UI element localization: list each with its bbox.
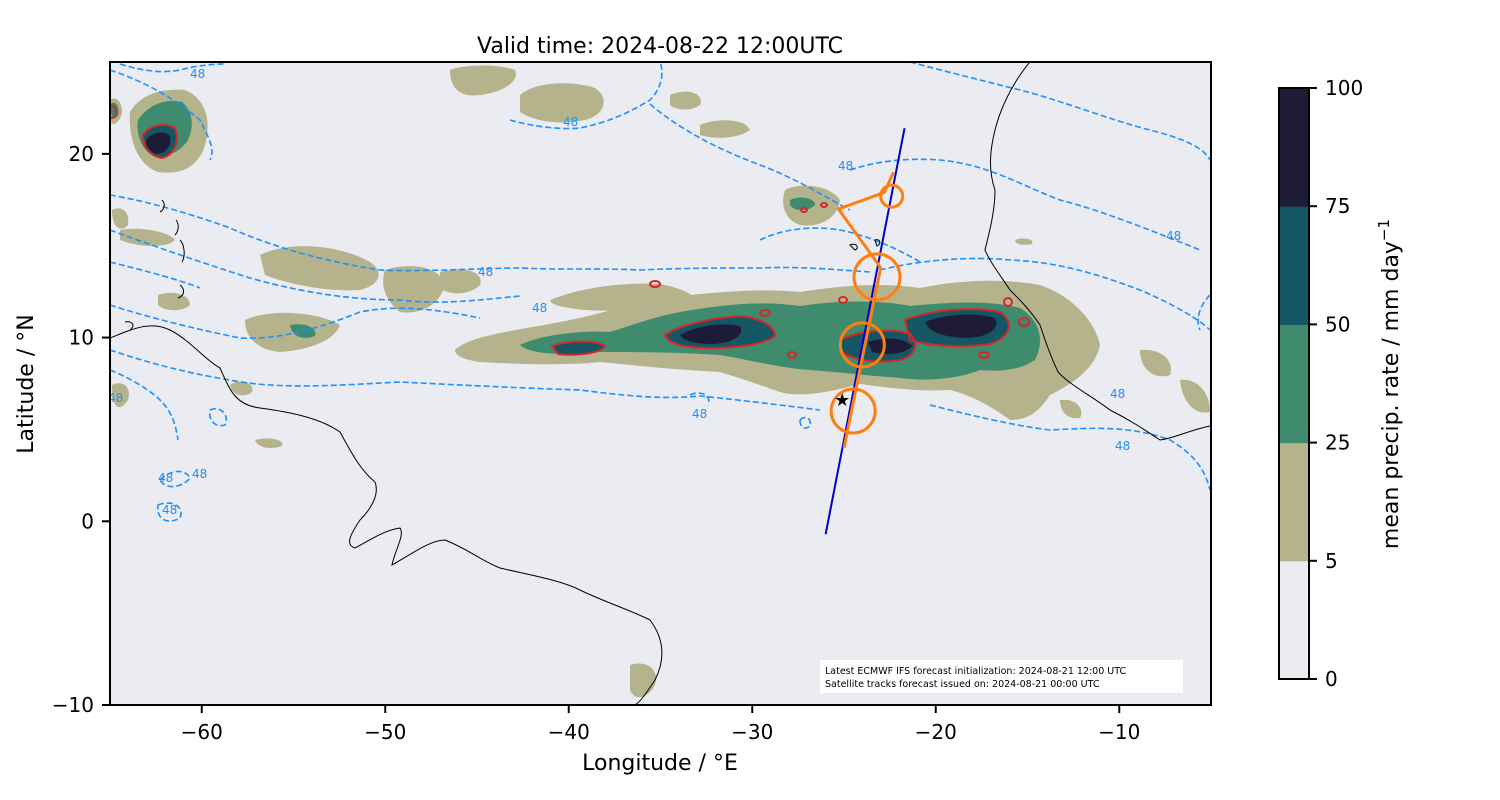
y-tick-label: −10 (52, 693, 94, 717)
forecast-info-box: Latest ECMWF IFS forecast initialization… (820, 660, 1183, 693)
colorbar-label: mean precip. rate / mm day−1 (1375, 219, 1404, 549)
contour-label: 48 (1166, 229, 1181, 243)
y-tick-label: 10 (69, 326, 94, 350)
flight-track-circles (829, 183, 905, 435)
star-marker: ★ (834, 390, 850, 411)
contour-label: 48 (1115, 439, 1130, 453)
map-panel: 48 48 48 48 48 48 48 48 48 48 48 48 48 (108, 61, 1212, 706)
colorbar-block (1279, 206, 1309, 325)
precip-extreme-layer (146, 132, 997, 354)
colorbar-tick-label: 25 (1325, 431, 1350, 455)
x-axis-ticks: −60 −50 −40 −30 −20 −10 (181, 705, 1140, 744)
colorbar-frame (1278, 87, 1310, 680)
y-tick-label: 0 (81, 509, 94, 533)
x-tick-label: −50 (364, 720, 406, 744)
flight-circle (879, 183, 905, 209)
colorbar-tick-label: 0 (1325, 667, 1338, 691)
colorbar-ticks: 0 5 25 50 75 100 (1309, 76, 1363, 691)
colorbar-tick-label: 50 (1325, 312, 1350, 336)
y-axis-label: Latitude / °N (14, 314, 39, 453)
contour-label: 48 (190, 67, 205, 81)
x-axis-label: Longitude / °E (582, 751, 738, 776)
contour-label: 48 (563, 115, 578, 129)
x-tick-label: −40 (548, 720, 590, 744)
contour-labels: 48 48 48 48 48 48 48 48 48 48 48 48 48 (108, 67, 1181, 517)
colorbar-block (1279, 560, 1309, 680)
colorbar: 0 5 25 50 75 100 mean precip. rate / mm day−1 (1278, 76, 1404, 691)
colorbar-block (1279, 88, 1309, 207)
flight-circle (838, 321, 886, 369)
colorbar-block (1279, 324, 1309, 444)
colorbar-block (1279, 442, 1309, 562)
colorbar-tick-label: 100 (1325, 76, 1363, 100)
map-frame (109, 61, 1212, 706)
map-title: Valid time: 2024-08-22 12:00UTC (477, 34, 843, 59)
contour-lines-48 (110, 62, 1211, 522)
coastlines (110, 62, 1211, 705)
y-axis-ticks: −10 0 10 20 (52, 142, 110, 717)
forecast-init-note: Latest ECMWF IFS forecast initialization… (825, 666, 1126, 677)
colorbar-tick-label: 75 (1325, 194, 1350, 218)
contour-label: 48 (158, 471, 173, 485)
satellite-issue-note: Satellite tracks forecast issued on: 202… (825, 679, 1100, 690)
colorbar-tick-label: 5 (1325, 549, 1338, 573)
x-tick-label: −20 (915, 720, 957, 744)
y-tick-label: 20 (69, 142, 94, 166)
contour-label: 48 (478, 265, 493, 279)
flight-circle (829, 387, 877, 435)
satellite-track-line (824, 127, 906, 535)
contour-label: 48 (838, 159, 853, 173)
precip-threshold-contours (110, 105, 1030, 363)
contour-label: 48 (108, 391, 123, 405)
contour-label: 48 (532, 301, 547, 315)
contour-label: 48 (1110, 387, 1125, 401)
contour-label: 48 (162, 503, 177, 517)
colorbar-color-blocks (1279, 88, 1309, 680)
x-tick-label: −10 (1098, 720, 1140, 744)
contour-label: 48 (692, 407, 707, 421)
contour-label: 48 (192, 467, 207, 481)
flight-circle (852, 252, 902, 302)
x-tick-label: −60 (181, 720, 223, 744)
x-tick-label: −30 (731, 720, 773, 744)
